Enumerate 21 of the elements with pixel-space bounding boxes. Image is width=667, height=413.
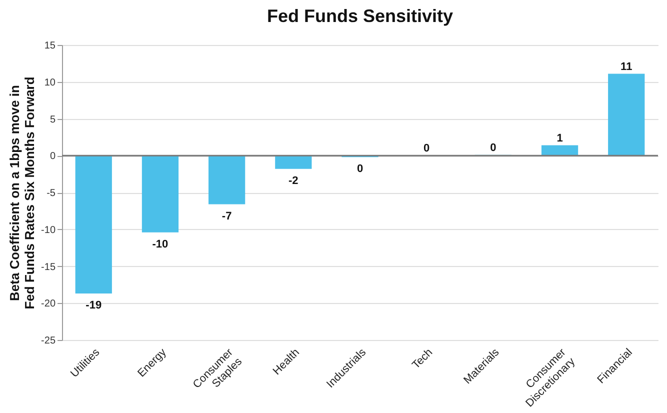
y-tick-label: 10 [44,77,56,88]
y-tick-label: -5 [46,188,56,199]
y-tick-label: -15 [41,262,56,273]
data-label: -2 [288,174,298,187]
y-tick-label: -25 [41,336,56,346]
y-tick-label: 15 [44,40,56,52]
data-label: -19 [86,300,102,312]
data-label: 0 [490,142,496,154]
y-tick-label: -10 [41,224,56,236]
x-tick-label: Tech [410,346,436,372]
y-tick-label: -20 [41,298,56,310]
data-label: 11 [620,60,632,73]
data-label: 0 [356,163,364,176]
y-tick-label: 5 [50,114,56,126]
data-label: -7 [222,210,232,222]
data-label: 0 [424,142,430,154]
y-axis-title: Beta Coefficient on a 1bps move in Fed Funds Rates Six Months Forward [7,76,38,310]
y-tick-label: 0 [50,151,56,162]
data-label: -10 [152,238,168,250]
data-label: 1 [556,132,563,144]
chart-title: Fed Funds Sensitivity [266,6,454,26]
